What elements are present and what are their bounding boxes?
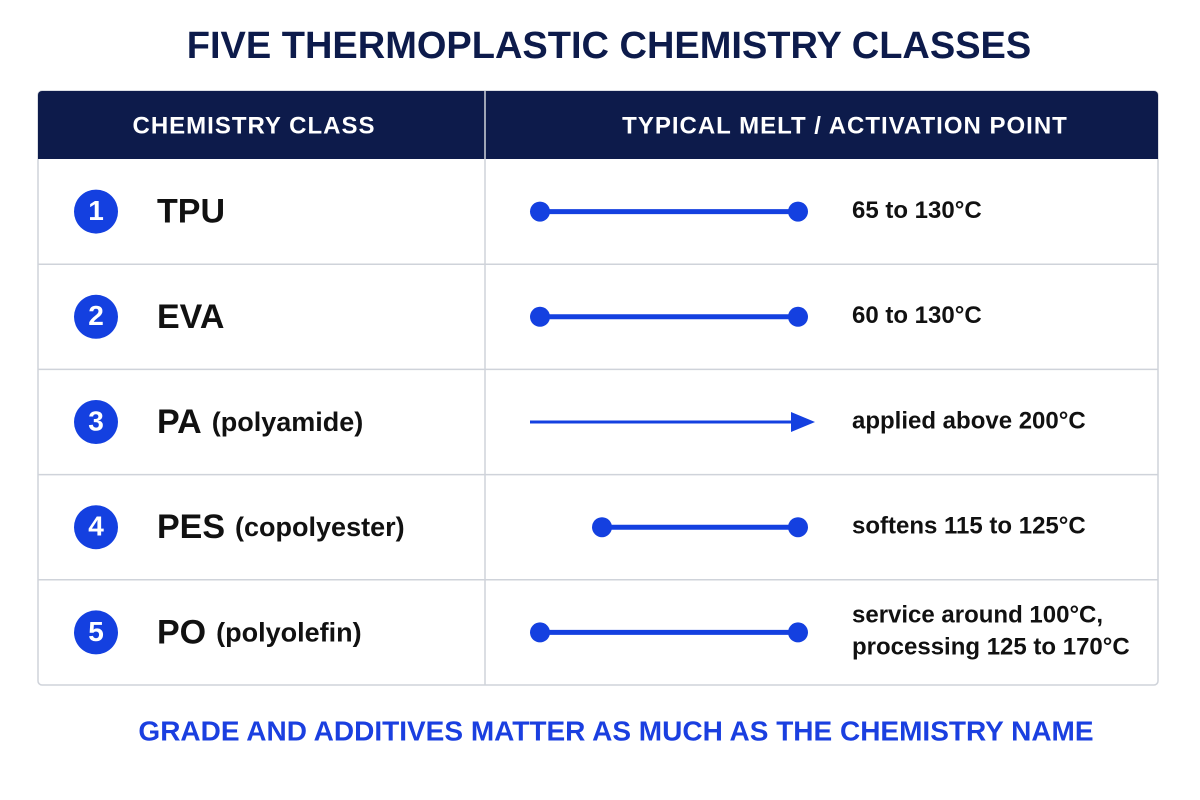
number-badge — [74, 505, 118, 550]
class-qualifier: (copolyester) — [235, 512, 405, 542]
footer-note: GRADE AND ADDITIVES MATTER AS MUCH AS TH… — [138, 715, 1093, 746]
class-qualifier: (polyamide) — [212, 407, 364, 437]
range-end — [530, 306, 550, 327]
class-name: PA — [157, 403, 202, 441]
table-frame — [37, 90, 1159, 686]
range-text: applied above 200°C — [852, 407, 1086, 434]
range-text: service around 100°C, — [852, 602, 1103, 629]
row-number: 3 — [88, 405, 104, 436]
class-qualifier: (polyolefin) — [216, 618, 361, 648]
row-number: 2 — [88, 300, 104, 331]
range-end — [788, 306, 808, 327]
range-end — [592, 517, 612, 538]
class-label: PES (copolyester) — [157, 508, 405, 546]
number-badge — [74, 189, 118, 234]
number-badge — [74, 294, 118, 339]
header-cell: TYPICAL MELT / ACTIVATION POINT — [622, 112, 1068, 139]
class-label: PA (polyamide) — [157, 403, 363, 441]
title: FIVE THERMOPLASTIC CHEMISTRY CLASSES — [187, 25, 1032, 67]
range-text: processing 125 to 170°C — [852, 634, 1130, 661]
number-badge — [74, 400, 118, 444]
class-name: PES — [157, 508, 225, 546]
range-text: 60 to 130°C — [852, 302, 982, 329]
class-label: PO (polyolefin) — [157, 613, 362, 651]
row-number: 1 — [88, 195, 104, 226]
range-text: softens 115 to 125°C — [852, 513, 1086, 540]
class-name: PO — [157, 613, 206, 651]
table-header — [38, 91, 1158, 159]
range-text: 65 to 130°C — [852, 197, 982, 224]
range-end — [530, 201, 550, 222]
row-number: 4 — [88, 511, 104, 542]
header-cell: CHEMISTRY CLASS — [132, 112, 375, 139]
row-number: 5 — [88, 616, 104, 647]
range-end — [788, 622, 808, 643]
range-arrowhead — [791, 412, 815, 432]
class-name: EVA — [157, 298, 224, 336]
range-end — [788, 517, 808, 538]
class-label: TPU — [157, 193, 225, 231]
range-end — [788, 201, 808, 222]
class-label: EVA — [157, 298, 224, 336]
range-end — [530, 622, 550, 643]
class-name: TPU — [157, 193, 225, 231]
number-badge — [74, 610, 118, 655]
